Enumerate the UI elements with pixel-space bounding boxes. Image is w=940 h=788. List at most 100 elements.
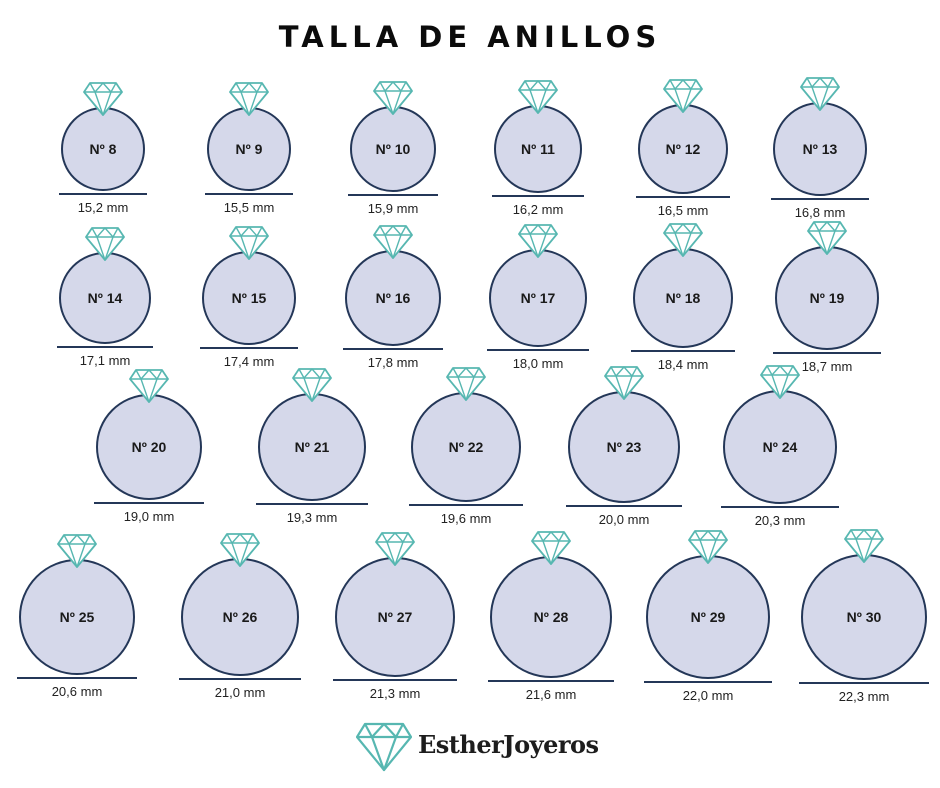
ring-size-label: Nº 8 — [89, 141, 117, 157]
ring-diameter-label: 18,0 mm — [512, 356, 564, 371]
ring-diameter-label: 18,7 mm — [801, 359, 853, 374]
ring-size-label: Nº 12 — [665, 141, 701, 157]
ring-diameter-label: 20,6 mm — [51, 684, 103, 699]
ring-diameter-label: 17,8 mm — [367, 355, 419, 370]
ring-baseline — [644, 681, 772, 683]
diamond-icon — [356, 722, 412, 772]
diamond-icon — [531, 531, 571, 565]
ring-baseline — [487, 349, 589, 351]
ring-baseline — [343, 348, 443, 350]
ring-baseline — [773, 352, 881, 354]
ring-size-label: Nº 22 — [448, 439, 484, 455]
ring-circle: Nº 18 — [633, 248, 733, 348]
ring-diameter-label: 19,0 mm — [123, 509, 175, 524]
ring-diameter-label: 22,3 mm — [838, 689, 890, 704]
ring-diameter-label: 21,6 mm — [525, 687, 577, 702]
ring-diameter-label: 18,4 mm — [657, 357, 709, 372]
ring-circle: Nº 22 — [411, 392, 521, 502]
ring-size-label: Nº 26 — [222, 609, 258, 625]
ring-baseline — [566, 505, 682, 507]
diamond-icon — [83, 82, 123, 116]
ring-circle: Nº 16 — [345, 250, 441, 346]
ring-baseline — [57, 346, 153, 348]
ring-circle: Nº 26 — [181, 558, 299, 676]
ring-size-label: Nº 20 — [131, 439, 167, 455]
ring-baseline — [771, 198, 869, 200]
diamond-icon — [85, 227, 125, 261]
diamond-icon — [760, 365, 800, 399]
ring-diameter-label: 17,1 mm — [79, 353, 131, 368]
ring-circle: Nº 15 — [202, 251, 296, 345]
ring-diameter-label: 16,8 mm — [794, 205, 846, 220]
diamond-icon — [518, 224, 558, 258]
diamond-icon — [229, 82, 269, 116]
ring-diameter-label: 22,0 mm — [682, 688, 734, 703]
ring-diameter-label: 21,0 mm — [214, 685, 266, 700]
ring-size-label: Nº 13 — [802, 141, 838, 157]
ring-baseline — [636, 196, 730, 198]
ring-baseline — [799, 682, 929, 684]
brand-name: EstherJoyeros — [418, 730, 599, 759]
ring-circle: Nº 25 — [19, 559, 135, 675]
diamond-icon — [373, 81, 413, 115]
ring-circle: Nº 24 — [723, 390, 837, 504]
ring-size-label: Nº 30 — [846, 609, 882, 625]
ring-circle: Nº 10 — [350, 106, 436, 192]
ring-baseline — [94, 502, 204, 504]
ring-size-label: Nº 10 — [375, 141, 411, 157]
ring-circle: Nº 17 — [489, 249, 587, 347]
diamond-icon — [292, 368, 332, 402]
brand-logo: EstherJoyeros — [356, 722, 599, 772]
ring-size-label: Nº 24 — [762, 439, 798, 455]
diamond-icon — [129, 369, 169, 403]
ring-circle: Nº 13 — [773, 102, 867, 196]
ring-circle: Nº 14 — [59, 252, 151, 344]
ring-circle: Nº 23 — [568, 391, 680, 503]
diamond-icon — [604, 366, 644, 400]
ring-baseline — [205, 193, 293, 195]
ring-circle: Nº 30 — [801, 554, 927, 680]
ring-size-label: Nº 19 — [809, 290, 845, 306]
ring-size-label: Nº 28 — [533, 609, 569, 625]
diamond-icon — [844, 529, 884, 563]
ring-circle: Nº 19 — [775, 246, 879, 350]
ring-diameter-label: 17,4 mm — [223, 354, 275, 369]
ring-baseline — [17, 677, 137, 679]
ring-circle: Nº 20 — [96, 394, 202, 500]
ring-baseline — [256, 503, 368, 505]
ring-baseline — [631, 350, 735, 352]
ring-diameter-label: 19,3 mm — [286, 510, 338, 525]
diamond-icon — [807, 221, 847, 255]
ring-size-label: Nº 14 — [87, 290, 123, 306]
diamond-icon — [518, 80, 558, 114]
ring-size-label: Nº 17 — [520, 290, 556, 306]
ring-diameter-label: 16,5 mm — [657, 203, 709, 218]
ring-baseline — [348, 194, 438, 196]
ring-baseline — [200, 347, 298, 349]
ring-diameter-label: 15,9 mm — [367, 201, 419, 216]
ring-diameter-label: 16,2 mm — [512, 202, 564, 217]
ring-circle: Nº 8 — [61, 107, 145, 191]
ring-circle: Nº 27 — [335, 557, 455, 677]
ring-circle: Nº 29 — [646, 555, 770, 679]
ring-size-label: Nº 11 — [521, 141, 555, 157]
diamond-icon — [373, 225, 413, 259]
ring-baseline — [492, 195, 584, 197]
ring-size-label: Nº 21 — [294, 439, 330, 455]
diamond-icon — [663, 79, 703, 113]
ring-size-label: Nº 16 — [375, 290, 411, 306]
diamond-icon — [57, 534, 97, 568]
ring-circle: Nº 11 — [494, 105, 582, 193]
diamond-icon — [446, 367, 486, 401]
ring-size-label: Nº 15 — [231, 290, 267, 306]
ring-baseline — [179, 678, 301, 680]
ring-baseline — [409, 504, 523, 506]
ring-baseline — [333, 679, 457, 681]
diamond-icon — [663, 223, 703, 257]
ring-size-label: Nº 9 — [235, 141, 263, 157]
ring-diameter-label: 21,3 mm — [369, 686, 421, 701]
ring-diameter-label: 19,6 mm — [440, 511, 492, 526]
ring-diameter-label: 15,2 mm — [77, 200, 129, 215]
ring-diameter-label: 20,3 mm — [754, 513, 806, 528]
ring-size-label: Nº 29 — [690, 609, 726, 625]
